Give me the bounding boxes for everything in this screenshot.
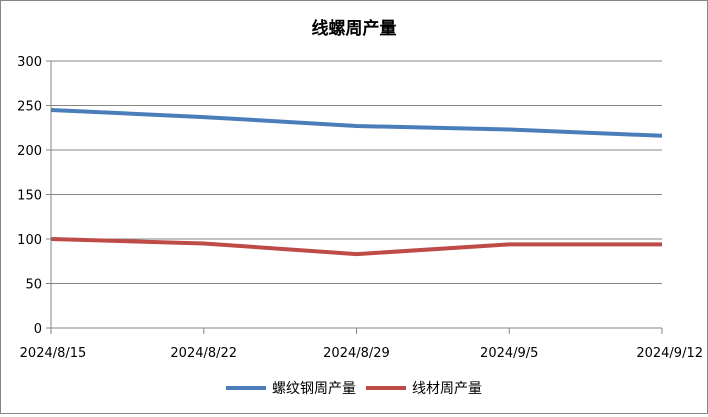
- legend-label: 螺纹钢周产量: [272, 381, 356, 397]
- series-line-1: [50, 237, 662, 257]
- chart-title: 线螺周产量: [312, 18, 397, 39]
- axes: [46, 60, 663, 334]
- y-tick-label: 300: [17, 55, 42, 70]
- gridlines: [51, 60, 662, 284]
- x-tick-label: 2024/8/22: [170, 346, 237, 361]
- x-tick-label: 2024/8/15: [20, 346, 87, 361]
- y-tick-label: 250: [17, 100, 42, 115]
- legend: 螺纹钢周产量 线材周产量: [226, 381, 482, 397]
- series-line-0: [50, 107, 663, 138]
- series-lines: [50, 107, 663, 257]
- x-tick-label: 2024/9/12: [636, 346, 703, 361]
- x-tick-label: 2024/8/29: [323, 346, 390, 361]
- legend-item-1: 线材周产量: [366, 381, 482, 397]
- legend-label: 线材周产量: [412, 381, 482, 397]
- x-tick-label: 2024/9/5: [480, 346, 538, 361]
- y-axis-tick-labels: 0 50 100 150 200 250 300: [17, 55, 42, 337]
- y-tick-label: 50: [25, 278, 42, 293]
- y-tick-label: 0: [34, 322, 42, 337]
- legend-item-0: 螺纹钢周产量: [226, 381, 356, 397]
- x-axis-tick-labels: 2024/8/15 2024/8/22 2024/8/29 2024/9/5 2024/…: [20, 346, 703, 361]
- y-tick-label: 100: [17, 233, 42, 248]
- y-tick-label: 200: [17, 144, 42, 159]
- y-tick-label: 150: [17, 189, 42, 204]
